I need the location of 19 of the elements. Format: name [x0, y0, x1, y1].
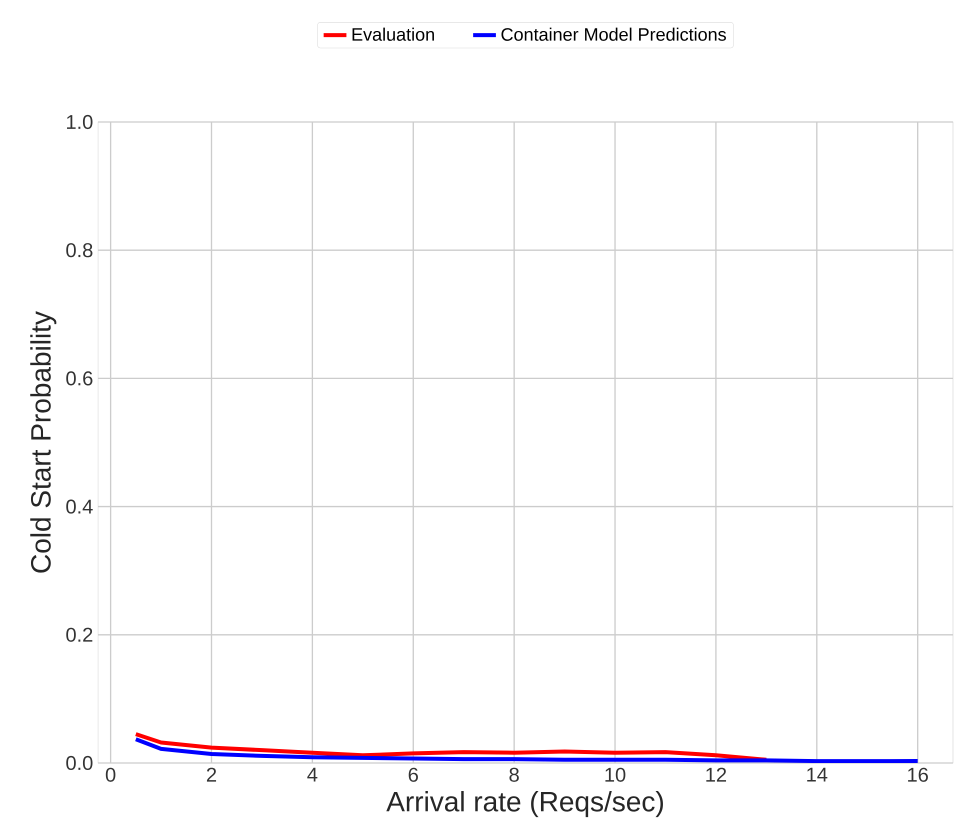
x-tick-label: 10 — [605, 768, 626, 782]
x-tick-label: 6 — [408, 768, 418, 782]
y-tick-label: 0.8 — [66, 243, 92, 258]
x-tick-label: 2 — [206, 768, 216, 782]
y-tick-label: 0.2 — [66, 628, 92, 642]
y-tick-label: 0.4 — [66, 500, 93, 514]
y-tick-label: 1.0 — [67, 114, 92, 130]
x-tick-label: 0 — [106, 768, 116, 782]
y-tick-label: 0.0 — [66, 756, 92, 770]
x-tick-label: 4 — [307, 768, 318, 782]
legend-label: Container Model Predictions — [501, 28, 726, 41]
y-axis-title: Cold Start Probability — [30, 311, 56, 573]
x-tick-label: 8 — [509, 768, 519, 782]
x-tick-label: 16 — [908, 768, 928, 782]
legend-label: Evaluation — [352, 28, 434, 41]
y-tick-label: 0.6 — [66, 371, 92, 386]
x-axis-title: Arrival rate (Reqs/sec) — [386, 791, 663, 818]
x-tick-label: 14 — [807, 768, 828, 782]
x-tick-label: 12 — [706, 768, 726, 782]
